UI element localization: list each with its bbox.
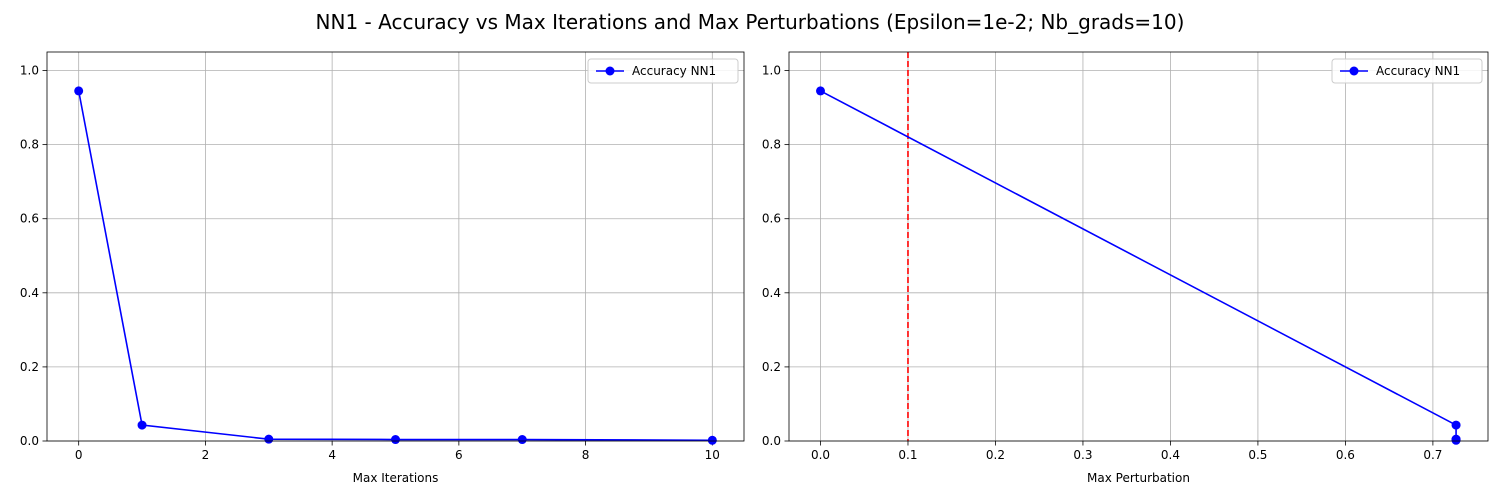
legend-label: Accuracy NN1 <box>1376 64 1460 78</box>
data-point <box>517 435 527 445</box>
legend-marker <box>605 66 615 76</box>
data-point <box>1451 435 1461 445</box>
legend-label: Accuracy NN1 <box>632 64 716 78</box>
series-line <box>820 90 1457 441</box>
x-tick-label: 8 <box>582 448 590 462</box>
series-line <box>77 90 713 442</box>
x-tick-label: 0.2 <box>986 448 1005 462</box>
legend-box <box>1331 58 1483 84</box>
x-axis-label: Max Iterations <box>353 471 439 485</box>
y-tick-label: 0.6 <box>20 212 39 226</box>
x-tick-label: 0.3 <box>1073 448 1092 462</box>
x-axis-label: Max Perturbation <box>1087 471 1190 485</box>
y-tick-label: 1.0 <box>20 64 39 78</box>
y-tick-label: 0.8 <box>20 138 39 152</box>
y-tick-label: 1.0 <box>762 64 781 78</box>
legend: Accuracy NN1 <box>1331 58 1483 84</box>
data-point <box>1451 420 1461 430</box>
y-tick-label: 0.8 <box>762 138 781 152</box>
data-point <box>707 435 717 445</box>
x-tick-label: 2 <box>202 448 210 462</box>
chart-panel-1: 0 2 4 6 8 10 0.0 0.2 0.4 0.6 0.8 1.0 Max Iterations A… <box>20 51 745 485</box>
data-point <box>391 435 400 445</box>
figure-title: NN1 - Accuracy vs Max Iterations and Max… <box>316 10 1185 34</box>
y-tick-label: 0.4 <box>762 286 781 300</box>
legend-box <box>587 58 739 84</box>
legend-marker <box>1349 66 1359 76</box>
chart-panel-2: 0.0 0.1 0.2 0.3 0.4 0.5 0.6 0.7 0.0 0.2 0.4 0.6 0.8 1… <box>762 51 1489 485</box>
chart-panels: 0 2 4 6 8 10 0.0 0.2 0.4 0.6 0.8 1.0 Max Iterations A… <box>20 51 1489 485</box>
x-tick-label: 0.0 <box>811 448 830 462</box>
y-tick-label: 0.0 <box>20 434 39 448</box>
x-tick-label: 10 <box>705 448 720 462</box>
x-tick-label: 0.4 <box>1161 448 1180 462</box>
x-tick-label: 0.7 <box>1423 448 1442 462</box>
plot-area-frame <box>788 51 1489 442</box>
data-point <box>264 434 274 444</box>
y-tick-label: 0.2 <box>762 360 781 374</box>
x-tick-label: 0.6 <box>1336 448 1355 462</box>
data-point <box>815 86 825 96</box>
x-tick-label: 0 <box>75 448 83 462</box>
y-tick-label: 0.4 <box>20 286 39 300</box>
data-point <box>74 86 84 96</box>
y-tick-label: 0.2 <box>20 360 39 374</box>
plot-area-frame <box>46 51 745 442</box>
x-tick-label: 0.1 <box>898 448 917 462</box>
x-tick-label: 0.5 <box>1248 448 1267 462</box>
legend: Accuracy NN1 <box>587 58 739 84</box>
y-tick-label: 0.6 <box>762 212 781 226</box>
data-point <box>137 420 147 430</box>
y-tick-label: 0.0 <box>762 434 781 448</box>
x-tick-label: 6 <box>455 448 463 462</box>
x-tick-label: 4 <box>328 448 336 462</box>
